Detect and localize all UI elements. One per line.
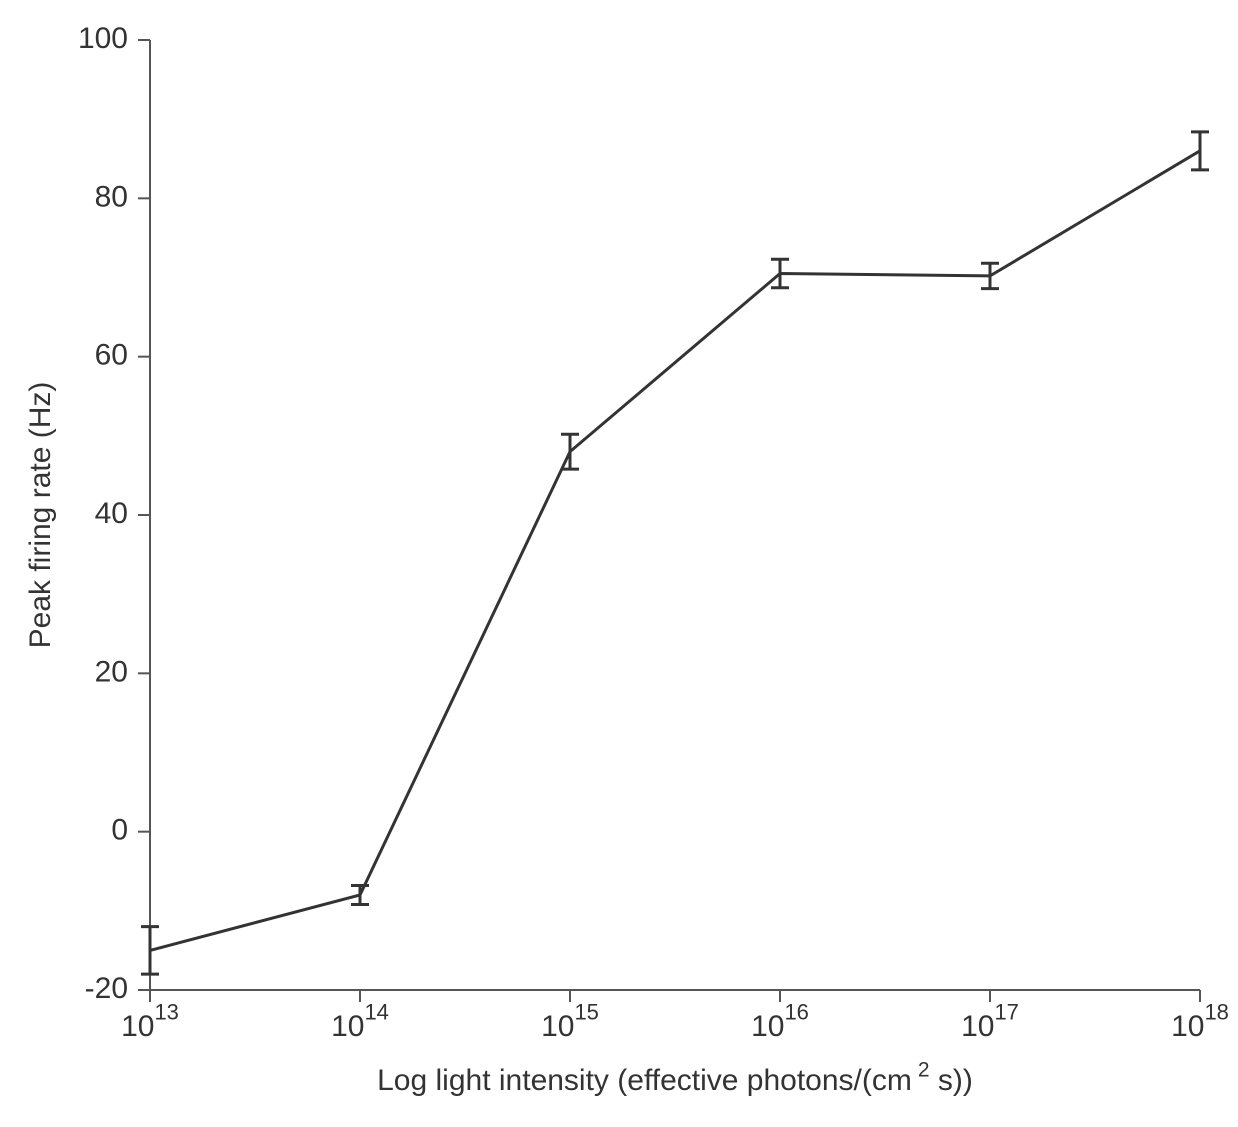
y-tick-label: 60: [95, 339, 128, 372]
firing-rate-chart: -20 0 20 40 60 80 100 1013 1014 1015 1016 1017 1018 P…: [0, 0, 1238, 1127]
x-axis-label: Log light intensity (effective photons/(…: [377, 1059, 973, 1098]
x-tick-label: 1015: [541, 1000, 599, 1044]
y-tick-label: -20: [85, 972, 128, 1005]
y-tick-label: 20: [95, 655, 128, 688]
y-tick-label: 40: [95, 497, 128, 530]
x-tick-label: 1017: [961, 1000, 1019, 1044]
chart-container: -20 0 20 40 60 80 100 1013 1014 1015 1016 1017 1018 P…: [0, 0, 1238, 1127]
x-tick-label: 1016: [751, 1000, 809, 1044]
y-tick-label: 0: [111, 814, 128, 847]
y-tick-label: 80: [95, 180, 128, 213]
data-line: [150, 151, 1200, 951]
x-tick-label: 1014: [331, 1000, 389, 1044]
x-tick-label: 1018: [1171, 1000, 1229, 1044]
x-tick-label: 1013: [121, 1000, 179, 1044]
y-tick-label: 100: [78, 22, 128, 55]
y-axis-label: Peak firing rate (Hz): [24, 382, 57, 649]
